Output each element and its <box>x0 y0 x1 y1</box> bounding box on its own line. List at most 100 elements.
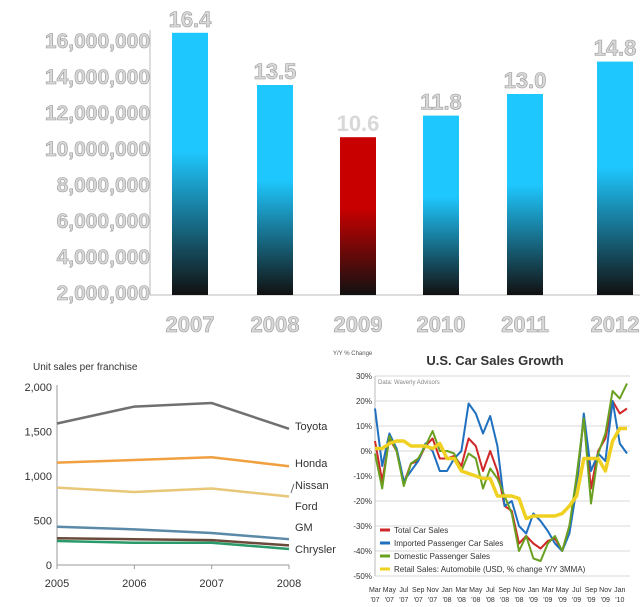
y-tick-label: 10% <box>356 422 372 431</box>
x-tick-month: May <box>556 587 570 594</box>
x-tick-label: 2006 <box>122 578 146 590</box>
y-tick-label: 1,000 <box>24 471 52 483</box>
y-tick-label: 6,000,000 <box>57 210 150 233</box>
y-tick-label: 0 <box>46 560 52 572</box>
x-tick-year: '07 <box>370 597 379 604</box>
series-line <box>374 383 628 562</box>
x-tick-year: '09 <box>601 597 610 604</box>
x-tick-year: '07 <box>428 597 437 604</box>
x-tick-month: Jan <box>528 587 539 594</box>
x-tick-label: 2008 <box>251 312 300 337</box>
x-tick-label: 2007 <box>199 578 223 590</box>
x-tick-year: '08 <box>514 597 523 604</box>
y-tick-label: 4,000,000 <box>57 246 150 269</box>
x-tick-year: '07 <box>414 597 423 604</box>
data-label: 13.5 <box>254 59 297 84</box>
series-line-chrysler <box>56 539 290 551</box>
bar <box>340 137 376 295</box>
legend-label: Total Car Sales <box>394 526 448 535</box>
y-tick-label: 1,500 <box>24 427 52 439</box>
y-tick-label: 30% <box>356 372 372 381</box>
leader-line <box>290 483 295 494</box>
x-tick-month: Jul <box>572 587 581 594</box>
data-label: 13.0 <box>504 68 547 93</box>
legend-label: Retail Sales: Automobile (USD, % change … <box>394 565 586 574</box>
y-axis-title: Unit sales per franchise <box>33 362 138 373</box>
y-tick-label: 0% <box>360 447 372 456</box>
x-tick-label: 2011 <box>501 312 549 337</box>
y-tick-label: -50% <box>353 572 372 581</box>
y-tick-label: -30% <box>353 522 372 531</box>
bar <box>423 115 459 295</box>
x-tick-year: '09 <box>572 597 581 604</box>
series-label: Chrysler <box>295 544 336 556</box>
x-tick-label: 2010 <box>417 312 466 337</box>
x-tick-month: May <box>383 587 397 594</box>
x-tick-year: '09 <box>586 597 595 604</box>
x-tick-year: '09 <box>558 597 567 604</box>
y-tick-label: -20% <box>353 497 372 506</box>
x-tick-month: Mar <box>542 587 555 594</box>
x-tick-month: Nov <box>513 587 526 594</box>
y-tick-label: 500 <box>34 516 52 528</box>
bar <box>597 61 633 295</box>
x-tick-year: '08 <box>442 597 451 604</box>
x-tick-year: '08 <box>457 597 466 604</box>
x-tick-label: 2005 <box>45 578 69 590</box>
x-tick-year: '08 <box>486 597 495 604</box>
x-tick-label: 2008 <box>277 578 301 590</box>
series-line-honda <box>56 456 290 468</box>
series-line <box>375 426 627 521</box>
data-label: 10.6 <box>337 111 380 136</box>
x-tick-year: '09 <box>529 597 538 604</box>
y-tick-label: 2,000,000 <box>57 282 150 305</box>
x-tick-month: Jul <box>486 587 495 594</box>
series-line-gm <box>56 537 290 547</box>
x-tick-year: '09 <box>543 597 552 604</box>
x-tick-label: 2007 <box>166 312 215 337</box>
data-label: 11.8 <box>420 90 462 115</box>
x-tick-month: Nov <box>426 587 439 594</box>
legend-label: Imported Passenger Car Sales <box>394 539 503 548</box>
y-tick-label: 12,000,000 <box>45 102 150 125</box>
y-tick-label: -40% <box>353 547 372 556</box>
x-tick-month: May <box>469 587 483 594</box>
data-label: 14.8 <box>594 36 637 61</box>
y-tick-label: 10,000,000 <box>45 138 150 161</box>
legend-label: Domestic Passenger Sales <box>394 552 490 561</box>
y-tick-label: 20% <box>356 397 372 406</box>
y-tick-label: 16,000,000 <box>45 30 150 53</box>
series-line-nissan <box>56 486 290 498</box>
x-tick-month: Mar <box>369 587 382 594</box>
y-tick-label: -10% <box>353 472 372 481</box>
series-label: Toyota <box>295 421 328 433</box>
chart-title: U.S. Car Sales Growth <box>426 353 563 368</box>
x-tick-month: Jan <box>614 587 625 594</box>
x-tick-month: Mar <box>455 587 468 594</box>
x-tick-year: '08 <box>471 597 480 604</box>
data-label: 16.4 <box>169 7 213 32</box>
series-line-ford <box>56 525 290 541</box>
y-tick-label: 8,000,000 <box>57 174 150 197</box>
series-label: Ford <box>295 501 318 513</box>
series-label: Honda <box>295 458 328 470</box>
series-label: GM <box>295 522 313 534</box>
x-tick-month: Sep <box>585 587 598 594</box>
x-tick-year: '10 <box>615 597 624 604</box>
x-tick-month: Jan <box>441 587 452 594</box>
series-label: Nissan <box>295 480 329 492</box>
x-tick-year: '07 <box>385 597 394 604</box>
bar <box>507 94 543 295</box>
x-tick-month: Sep <box>498 587 511 594</box>
source-note: Data: Waverly Advisors <box>378 380 440 386</box>
bar <box>172 32 208 296</box>
x-tick-month: Jul <box>399 587 408 594</box>
bar <box>257 85 293 295</box>
y-tick-label: 2,000 <box>24 382 52 394</box>
y-tick-label: 14,000,000 <box>45 66 150 89</box>
x-tick-month: Nov <box>599 587 612 594</box>
x-tick-label: 2009 <box>334 312 383 337</box>
y-axis-title: Y/Y % Change <box>333 351 373 357</box>
x-tick-year: '08 <box>500 597 509 604</box>
